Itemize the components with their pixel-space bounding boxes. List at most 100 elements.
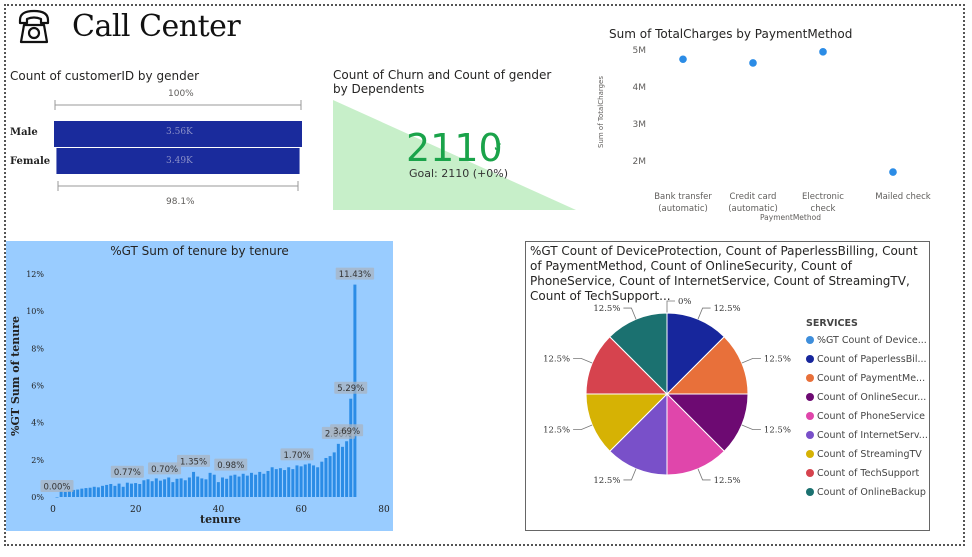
histogram-bar[interactable]: [158, 480, 162, 497]
histogram-bar[interactable]: [163, 479, 167, 497]
histogram-bar[interactable]: [270, 467, 274, 497]
funnel-bar-male[interactable]: [54, 121, 302, 147]
histogram-bar[interactable]: [84, 488, 88, 497]
histogram-bar[interactable]: [254, 474, 258, 497]
histogram-bar[interactable]: [134, 483, 138, 497]
histogram-bar[interactable]: [340, 446, 344, 497]
pie-slice[interactable]: [666, 392, 725, 476]
pie-legend-item[interactable]: Count of OnlineBackup: [806, 487, 926, 498]
histogram-bar[interactable]: [212, 474, 216, 497]
pie-slice[interactable]: [665, 393, 749, 452]
pie-legend-item[interactable]: %GT Count of Device...: [806, 335, 927, 346]
pie-slice[interactable]: [585, 393, 669, 452]
histogram-bar[interactable]: [258, 471, 262, 497]
histogram-bar[interactable]: [299, 466, 303, 497]
histogram-bar[interactable]: [183, 480, 187, 497]
histogram-bar[interactable]: [332, 452, 336, 497]
histogram-bar[interactable]: [312, 465, 316, 497]
histogram-bar[interactable]: [274, 469, 278, 497]
histogram-bar[interactable]: [233, 474, 237, 497]
funnel-bar-female[interactable]: [56, 148, 300, 174]
histogram-bar[interactable]: [200, 478, 204, 497]
histogram-bar[interactable]: [345, 441, 349, 497]
histogram-bar[interactable]: [249, 472, 253, 497]
pie-legend-item[interactable]: Count of PhoneService: [806, 411, 925, 422]
histogram-bar[interactable]: [324, 457, 328, 497]
pie-slice[interactable]: [666, 312, 725, 396]
histogram-bar[interactable]: [229, 475, 233, 497]
pie-legend-label: Count of OnlineBackup: [817, 487, 926, 498]
histogram-bar[interactable]: [175, 478, 179, 497]
histogram-bar[interactable]: [146, 479, 150, 497]
histogram-bar[interactable]: [171, 482, 175, 497]
histogram-bar[interactable]: [101, 485, 105, 497]
pie-legend-item[interactable]: Count of TechSupport: [806, 468, 919, 479]
pie-legend-item[interactable]: Count of PaymentMe...: [806, 373, 925, 384]
pie-data-label: 12.5%: [543, 426, 570, 436]
pie-slice[interactable]: [665, 336, 749, 395]
histogram-bar[interactable]: [262, 473, 266, 497]
pie-legend-item[interactable]: Count of OnlineSecur...: [806, 392, 926, 403]
histogram-bar[interactable]: [117, 483, 121, 497]
pie-slice[interactable]: [585, 336, 669, 395]
histogram-bar[interactable]: [59, 491, 63, 497]
histogram-bar[interactable]: [105, 484, 109, 497]
scatter-ytick: 3M: [633, 120, 647, 130]
histogram-bar[interactable]: [307, 463, 311, 497]
histogram-bar[interactable]: [295, 465, 299, 497]
scatter-point[interactable]: [749, 59, 757, 67]
histogram-bar[interactable]: [196, 476, 200, 497]
histogram-bar[interactable]: [303, 464, 307, 497]
histogram-bar[interactable]: [72, 489, 76, 497]
histogram-bar[interactable]: [109, 483, 113, 497]
histogram-bar[interactable]: [55, 497, 59, 498]
scatter-point[interactable]: [889, 168, 897, 176]
histogram-bar[interactable]: [291, 469, 295, 497]
histogram-bar[interactable]: [283, 470, 287, 497]
histogram-bar[interactable]: [287, 467, 291, 497]
histogram-bar[interactable]: [349, 398, 353, 497]
histogram-bar[interactable]: [113, 485, 117, 497]
histogram-bar[interactable]: [167, 477, 171, 497]
histogram-bar[interactable]: [121, 486, 125, 497]
histogram-bar[interactable]: [67, 491, 71, 497]
pie-data-label: 12.5%: [543, 354, 570, 364]
histogram-bar[interactable]: [192, 471, 196, 497]
histogram-bar[interactable]: [266, 470, 270, 497]
histogram-bar[interactable]: [63, 491, 67, 497]
pie-slice[interactable]: [609, 312, 668, 396]
histogram-bar[interactable]: [96, 487, 100, 497]
histogram-bar[interactable]: [76, 489, 80, 497]
pie-slice[interactable]: [609, 392, 668, 476]
histogram-bar[interactable]: [179, 478, 183, 497]
histogram-bar[interactable]: [125, 482, 129, 497]
histogram-bar[interactable]: [225, 478, 229, 497]
histogram-bar[interactable]: [328, 456, 332, 497]
histogram-bar[interactable]: [142, 480, 146, 497]
histogram-bar[interactable]: [129, 483, 133, 497]
histogram-bar[interactable]: [336, 443, 340, 497]
histogram-bar[interactable]: [80, 488, 84, 497]
scatter-point[interactable]: [819, 48, 827, 56]
scatter-point[interactable]: [679, 55, 687, 64]
histogram-bar[interactable]: [245, 475, 249, 497]
histogram-bar[interactable]: [138, 483, 142, 497]
histogram-bar[interactable]: [92, 486, 96, 497]
histogram-bar[interactable]: [278, 468, 282, 497]
histogram-bar[interactable]: [88, 487, 92, 497]
histogram-bar[interactable]: [204, 479, 208, 497]
histogram-bar[interactable]: [241, 473, 245, 497]
histogram-bar[interactable]: [216, 482, 220, 497]
histogram-bar[interactable]: [237, 476, 241, 497]
pie-legend-item[interactable]: Count of StreamingTV: [806, 449, 922, 460]
histogram-bar[interactable]: [208, 472, 212, 497]
scatter-xtick: check: [811, 204, 836, 214]
histogram-bar[interactable]: [221, 477, 224, 497]
histogram-bar[interactable]: [150, 481, 154, 497]
pie-legend-item[interactable]: Count of InternetServ...: [806, 430, 928, 441]
histogram-bar[interactable]: [316, 467, 320, 497]
histogram-bar[interactable]: [320, 461, 324, 497]
histogram-bar[interactable]: [187, 477, 191, 497]
pie-legend-item[interactable]: Count of PaperlessBil...: [806, 354, 927, 365]
histogram-bar[interactable]: [154, 478, 158, 497]
